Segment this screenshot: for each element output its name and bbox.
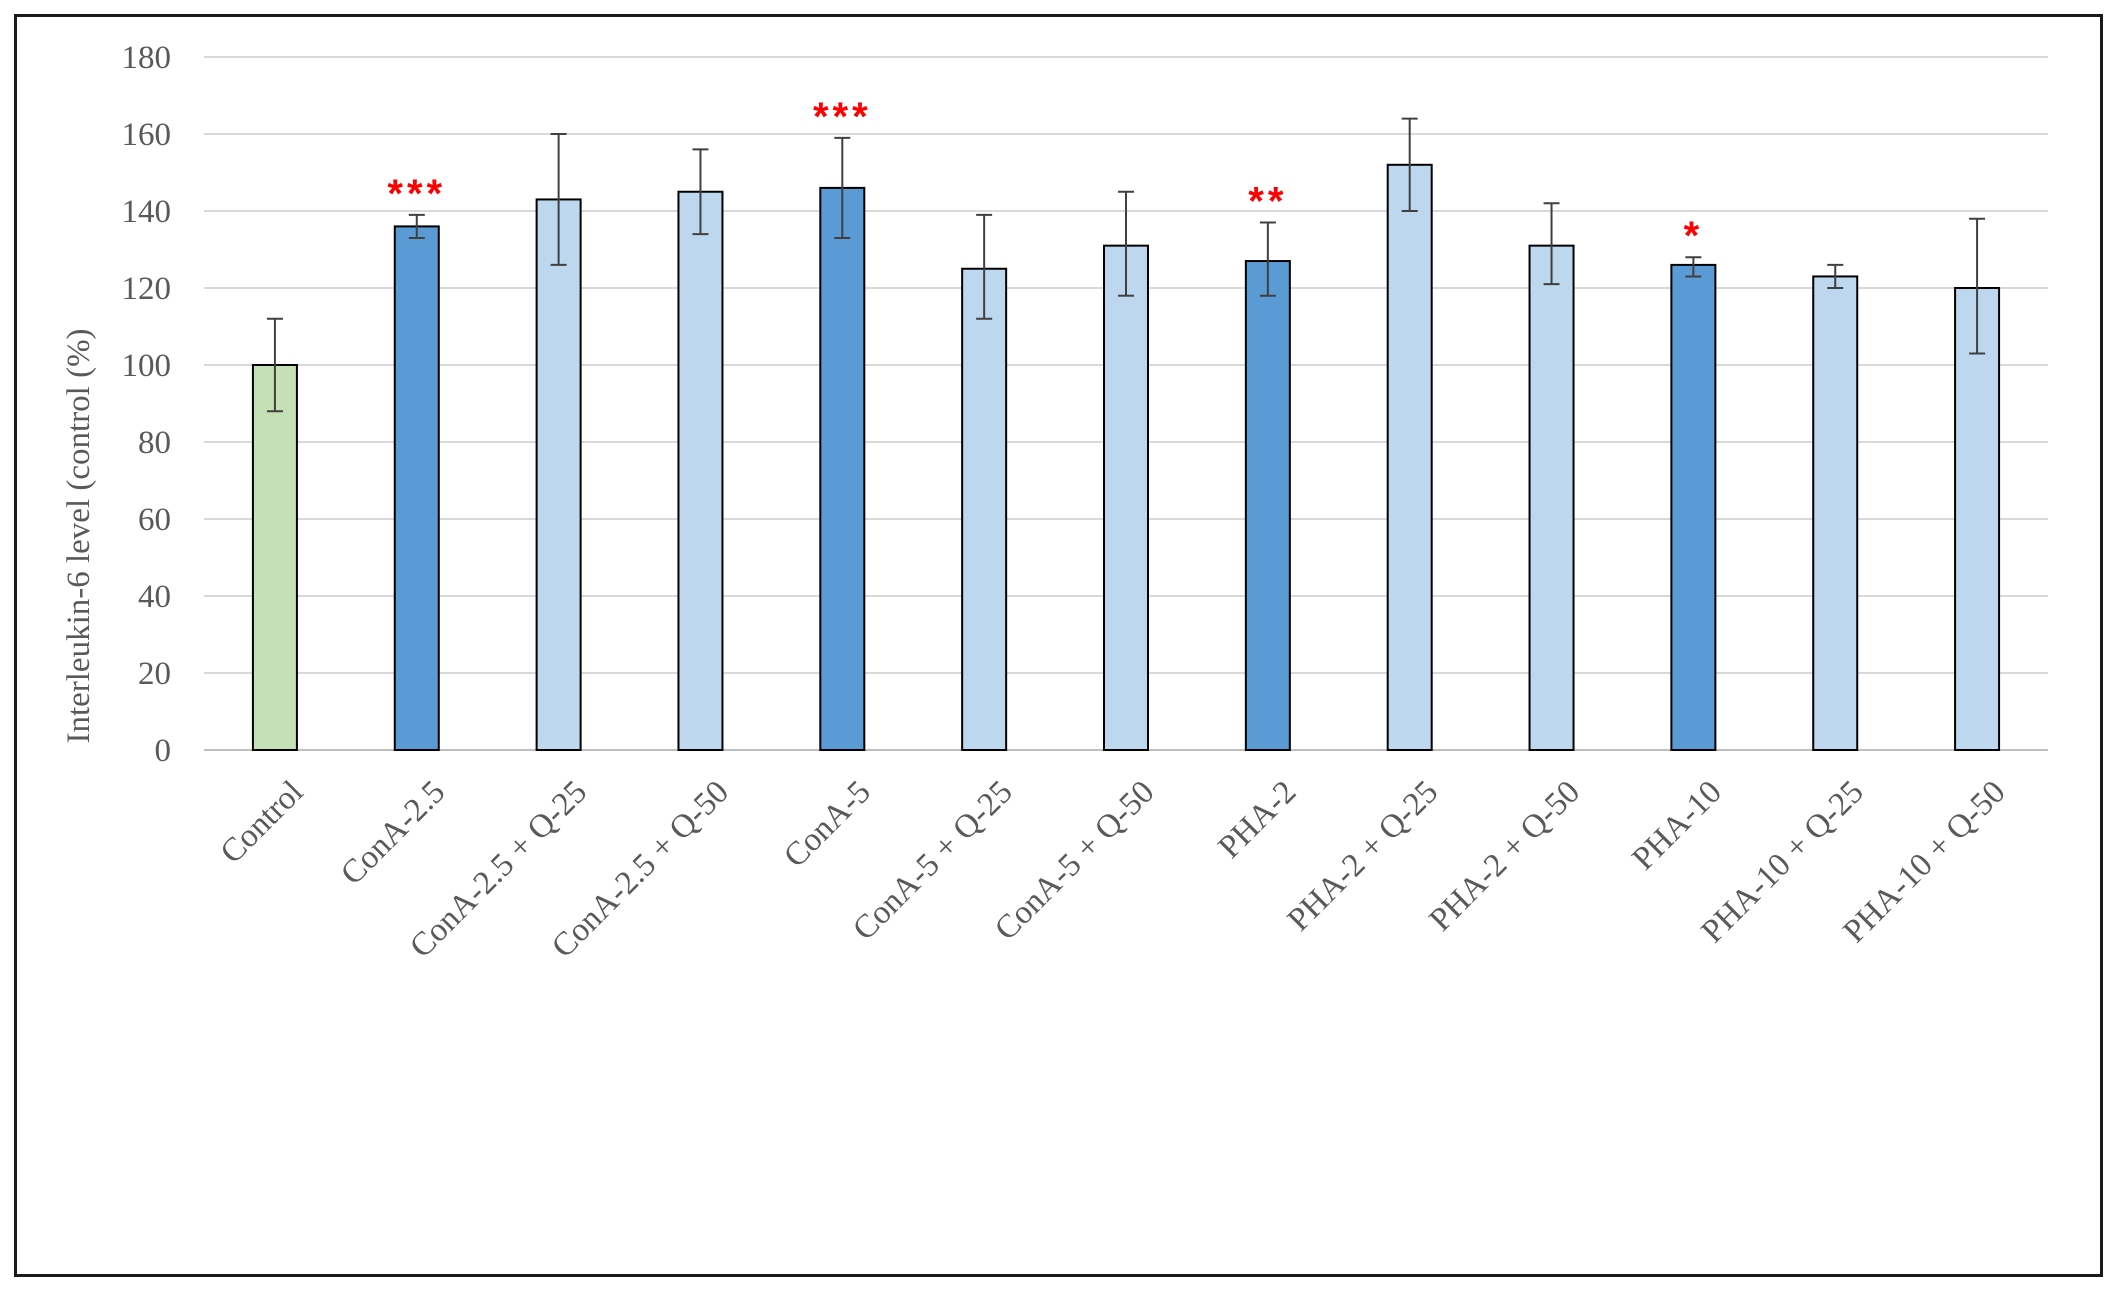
significance-marker: *** — [387, 172, 446, 216]
bar — [677, 190, 724, 751]
bar — [819, 186, 866, 751]
y-axis-title: Interleukin-6 level (control (%) — [61, 328, 97, 743]
significance-marker: * — [1684, 214, 1704, 258]
y-tick-label: 80 — [138, 425, 171, 461]
y-tick-label: 40 — [138, 579, 171, 615]
significance-marker: ** — [1248, 180, 1287, 224]
y-tick-label: 120 — [122, 271, 172, 307]
bar — [1386, 163, 1433, 752]
chart-frame: *** *** ** * 0 20 40 60 80 100 120 140 160 180 Contr… — [14, 14, 2103, 1277]
x-tick-label: PHA-2 + Q-25 — [1281, 774, 1445, 938]
x-tick-label: PHA-2 + Q-50 — [1423, 774, 1587, 938]
y-tick-labels: 0 20 40 60 80 100 120 140 160 180 — [122, 40, 172, 769]
x-tick-label: ConA-5 — [777, 774, 878, 875]
y-tick-label: 100 — [122, 348, 172, 384]
bar — [1954, 287, 2001, 751]
y-tick-label: 20 — [138, 656, 171, 692]
y-tick-label: 180 — [122, 40, 172, 76]
bar — [251, 364, 298, 751]
x-tick-label: PHA-2 — [1212, 774, 1304, 866]
y-tick-label: 140 — [122, 194, 172, 230]
y-tick-label: 160 — [122, 117, 172, 153]
y-tick-label: 0 — [155, 733, 172, 769]
x-tick-label: Control — [214, 774, 311, 871]
significance-markers: ********* — [387, 95, 1704, 258]
bar — [961, 267, 1008, 751]
bar — [1103, 244, 1149, 751]
y-tick-label: 60 — [138, 502, 171, 538]
bar — [1528, 244, 1575, 751]
bars — [251, 163, 2001, 752]
x-tick-label: PHA-10 — [1626, 774, 1729, 877]
bar — [1244, 260, 1291, 752]
bar — [1812, 275, 1859, 751]
bar — [1670, 263, 1717, 751]
bar — [535, 198, 582, 751]
x-tick-label: ConA-2.5 — [334, 774, 452, 892]
error-bars — [266, 117, 1986, 413]
bar — [393, 225, 440, 751]
significance-marker: *** — [813, 95, 872, 139]
